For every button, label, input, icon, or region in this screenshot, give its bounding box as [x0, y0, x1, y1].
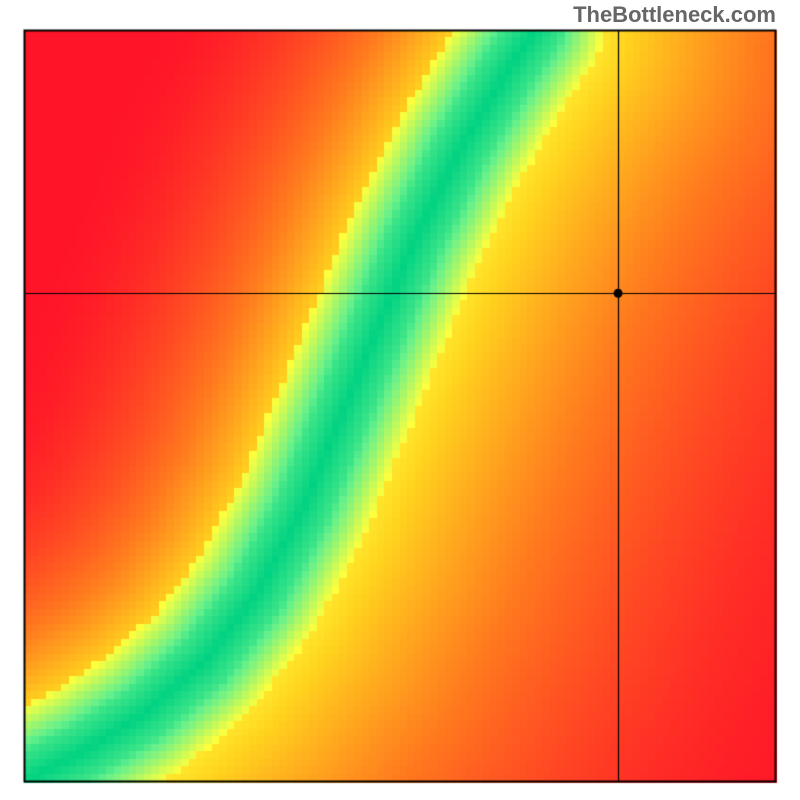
heatmap-plot — [0, 0, 800, 800]
chart-container: TheBottleneck.com — [0, 0, 800, 800]
watermark-text: TheBottleneck.com — [573, 2, 776, 28]
